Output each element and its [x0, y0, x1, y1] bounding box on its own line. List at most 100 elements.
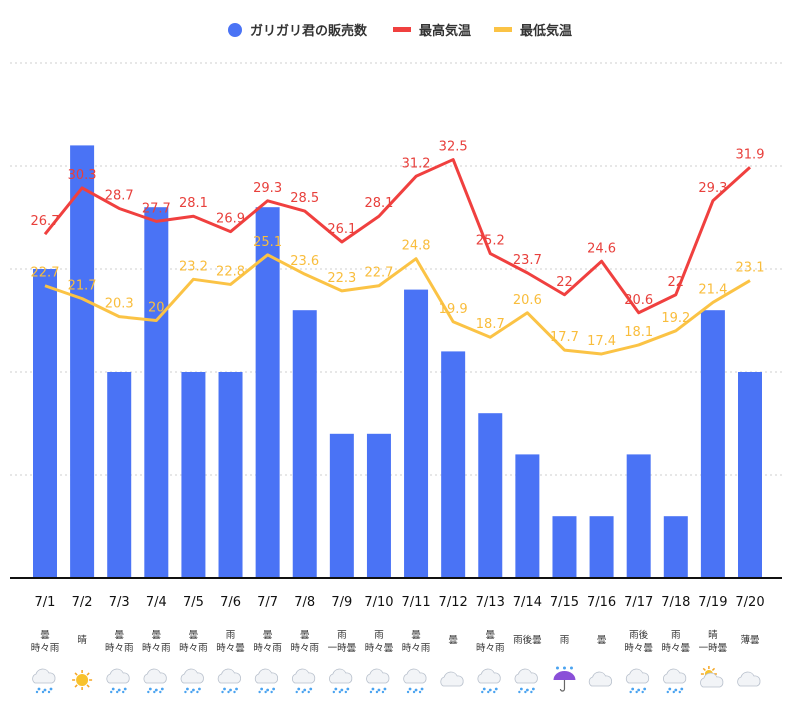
cloud-icon [737, 671, 761, 687]
high-temp-label: 28.7 [105, 188, 134, 203]
sales-bar-7/1 [33, 269, 57, 578]
sales-bar-7/13 [478, 413, 503, 578]
cloud-icon [588, 671, 612, 687]
rain-cloud-icon [180, 668, 204, 694]
weather-label: 雨後曇 [513, 634, 542, 646]
weather-label: 時々曇 [216, 643, 245, 654]
high-temp-label: 28.5 [290, 191, 319, 206]
low-temp-label: 20.3 [105, 297, 134, 312]
x-tick-label: 7/16 [587, 595, 616, 610]
high-temp-label: 26.9 [216, 212, 245, 227]
sales-bar-7/20 [738, 372, 762, 578]
weather-label: 曇 [448, 635, 458, 646]
legend-high-marker [393, 27, 411, 32]
high-temp-label: 24.6 [587, 241, 616, 256]
rain-cloud-icon [477, 668, 501, 694]
sales-bar-7/7 [255, 207, 280, 578]
rain-cloud-icon [625, 668, 650, 694]
high-temp-label: 29.3 [253, 181, 282, 196]
rain-cloud-icon [514, 668, 538, 694]
weather-label: 曇 [114, 630, 124, 641]
low-temp-label: 18.7 [476, 317, 505, 332]
low-temp-line [44, 253, 751, 356]
weather-label: 曇 [40, 630, 50, 641]
high-temp-label: 27.7 [142, 201, 171, 216]
low-temp-label: 17.4 [587, 334, 616, 349]
weather-label: 雨 [337, 630, 347, 641]
low-temp-label: 22.8 [216, 264, 245, 279]
sales-bar-7/17 [626, 454, 651, 578]
low-temp-label: 21.7 [68, 279, 97, 294]
x-tick-label: 7/17 [624, 595, 653, 610]
weather-label: 一時曇 [328, 643, 357, 654]
legend-low-label: 最低気温 [520, 23, 572, 39]
rain-cloud-icon [329, 668, 353, 694]
weather-label: 曇 [597, 635, 607, 646]
x-tick-label: 7/19 [698, 595, 727, 610]
sales-bar-7/18 [663, 516, 688, 578]
sun-behind-cloud-icon [700, 666, 724, 688]
low-temp-label: 22.3 [327, 271, 356, 286]
weather-label: 雨 [560, 635, 570, 646]
weather-label: 薄曇 [740, 634, 759, 646]
x-tick-label: 7/1 [35, 595, 56, 610]
weather-label: 曇 [152, 630, 162, 641]
low-temp-label: 20 [148, 301, 165, 316]
x-tick-label: 7/5 [183, 595, 204, 610]
weather-label: 雨 [226, 630, 236, 641]
high-temp-label: 30.3 [68, 168, 97, 183]
weather-label: 時々雨 [402, 643, 431, 654]
rain-cloud-icon [32, 668, 56, 694]
low-temp-label: 21.4 [698, 282, 727, 297]
x-tick-label: 7/4 [146, 595, 167, 610]
high-temp-label: 28.1 [179, 196, 208, 211]
rain-cloud-icon [291, 668, 316, 694]
umbrella-rain-icon [553, 666, 576, 692]
high-temp-label: 22 [556, 275, 573, 290]
high-temp-label: 23.7 [513, 253, 542, 268]
weather-label: 曇 [189, 630, 199, 641]
legend-high-label: 最高気温 [419, 23, 471, 39]
high-temp-label: 22 [668, 275, 685, 290]
legend-low-marker [494, 27, 512, 32]
rain-cloud-icon [663, 668, 687, 694]
x-tick-label: 7/9 [331, 595, 352, 610]
low-temp-label: 22.7 [364, 266, 393, 281]
high-temp-label: 31.9 [736, 147, 765, 162]
sales-bar-7/10 [366, 433, 391, 578]
low-temp-label: 23.6 [290, 254, 319, 269]
weather-label: 時々雨 [31, 643, 60, 654]
sales-bar-7/6 [218, 372, 243, 578]
rain-cloud-icon [366, 668, 390, 694]
rain-cloud-icon [217, 668, 241, 694]
temperature-lines [43, 158, 752, 356]
legend-sales-marker [228, 23, 242, 37]
x-tick-label: 7/3 [109, 595, 130, 610]
x-tick-label: 7/8 [294, 595, 315, 610]
weather-label: 晴 [708, 629, 718, 641]
low-temp-label: 17.7 [550, 330, 579, 345]
low-temp-label: 23.1 [736, 261, 765, 276]
low-temp-label: 20.6 [513, 293, 542, 308]
x-tick-label: 7/20 [735, 595, 764, 610]
weather-label: 時々雨 [142, 643, 171, 654]
legend-sales-label: ガリガリ君の販売数 [250, 23, 368, 39]
legend: ガリガリ君の販売数 最高気温 最低気温 [228, 23, 572, 39]
high-temp-label: 20.6 [624, 293, 653, 308]
weather-label: 雨 [671, 630, 681, 641]
x-tick-label: 7/10 [364, 595, 393, 610]
sales-bar-7/8 [292, 310, 317, 578]
x-tick-label: 7/18 [661, 595, 690, 610]
weather-label: 曇 [486, 630, 496, 641]
weather-label: 曇 [263, 630, 273, 641]
x-tick-label: 7/11 [401, 595, 430, 610]
weather-label: 時々曇 [624, 643, 653, 654]
x-tick-label: 7/15 [550, 595, 579, 610]
low-temp-label: 19.9 [439, 302, 468, 317]
sales-bar-7/11 [404, 289, 429, 578]
high-temp-label: 26.1 [327, 222, 356, 237]
weather-label: 時々雨 [476, 643, 505, 654]
sales-bar-7/16 [589, 516, 614, 578]
